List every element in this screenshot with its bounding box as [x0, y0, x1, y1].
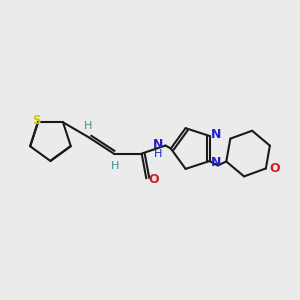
Text: H: H: [154, 149, 162, 160]
Text: H: H: [83, 121, 92, 131]
Text: O: O: [148, 172, 158, 186]
Text: H: H: [111, 161, 119, 171]
Text: N: N: [211, 156, 221, 169]
Text: O: O: [269, 162, 280, 175]
Text: N: N: [211, 128, 221, 141]
Text: N: N: [153, 138, 163, 152]
Text: S: S: [32, 114, 41, 127]
